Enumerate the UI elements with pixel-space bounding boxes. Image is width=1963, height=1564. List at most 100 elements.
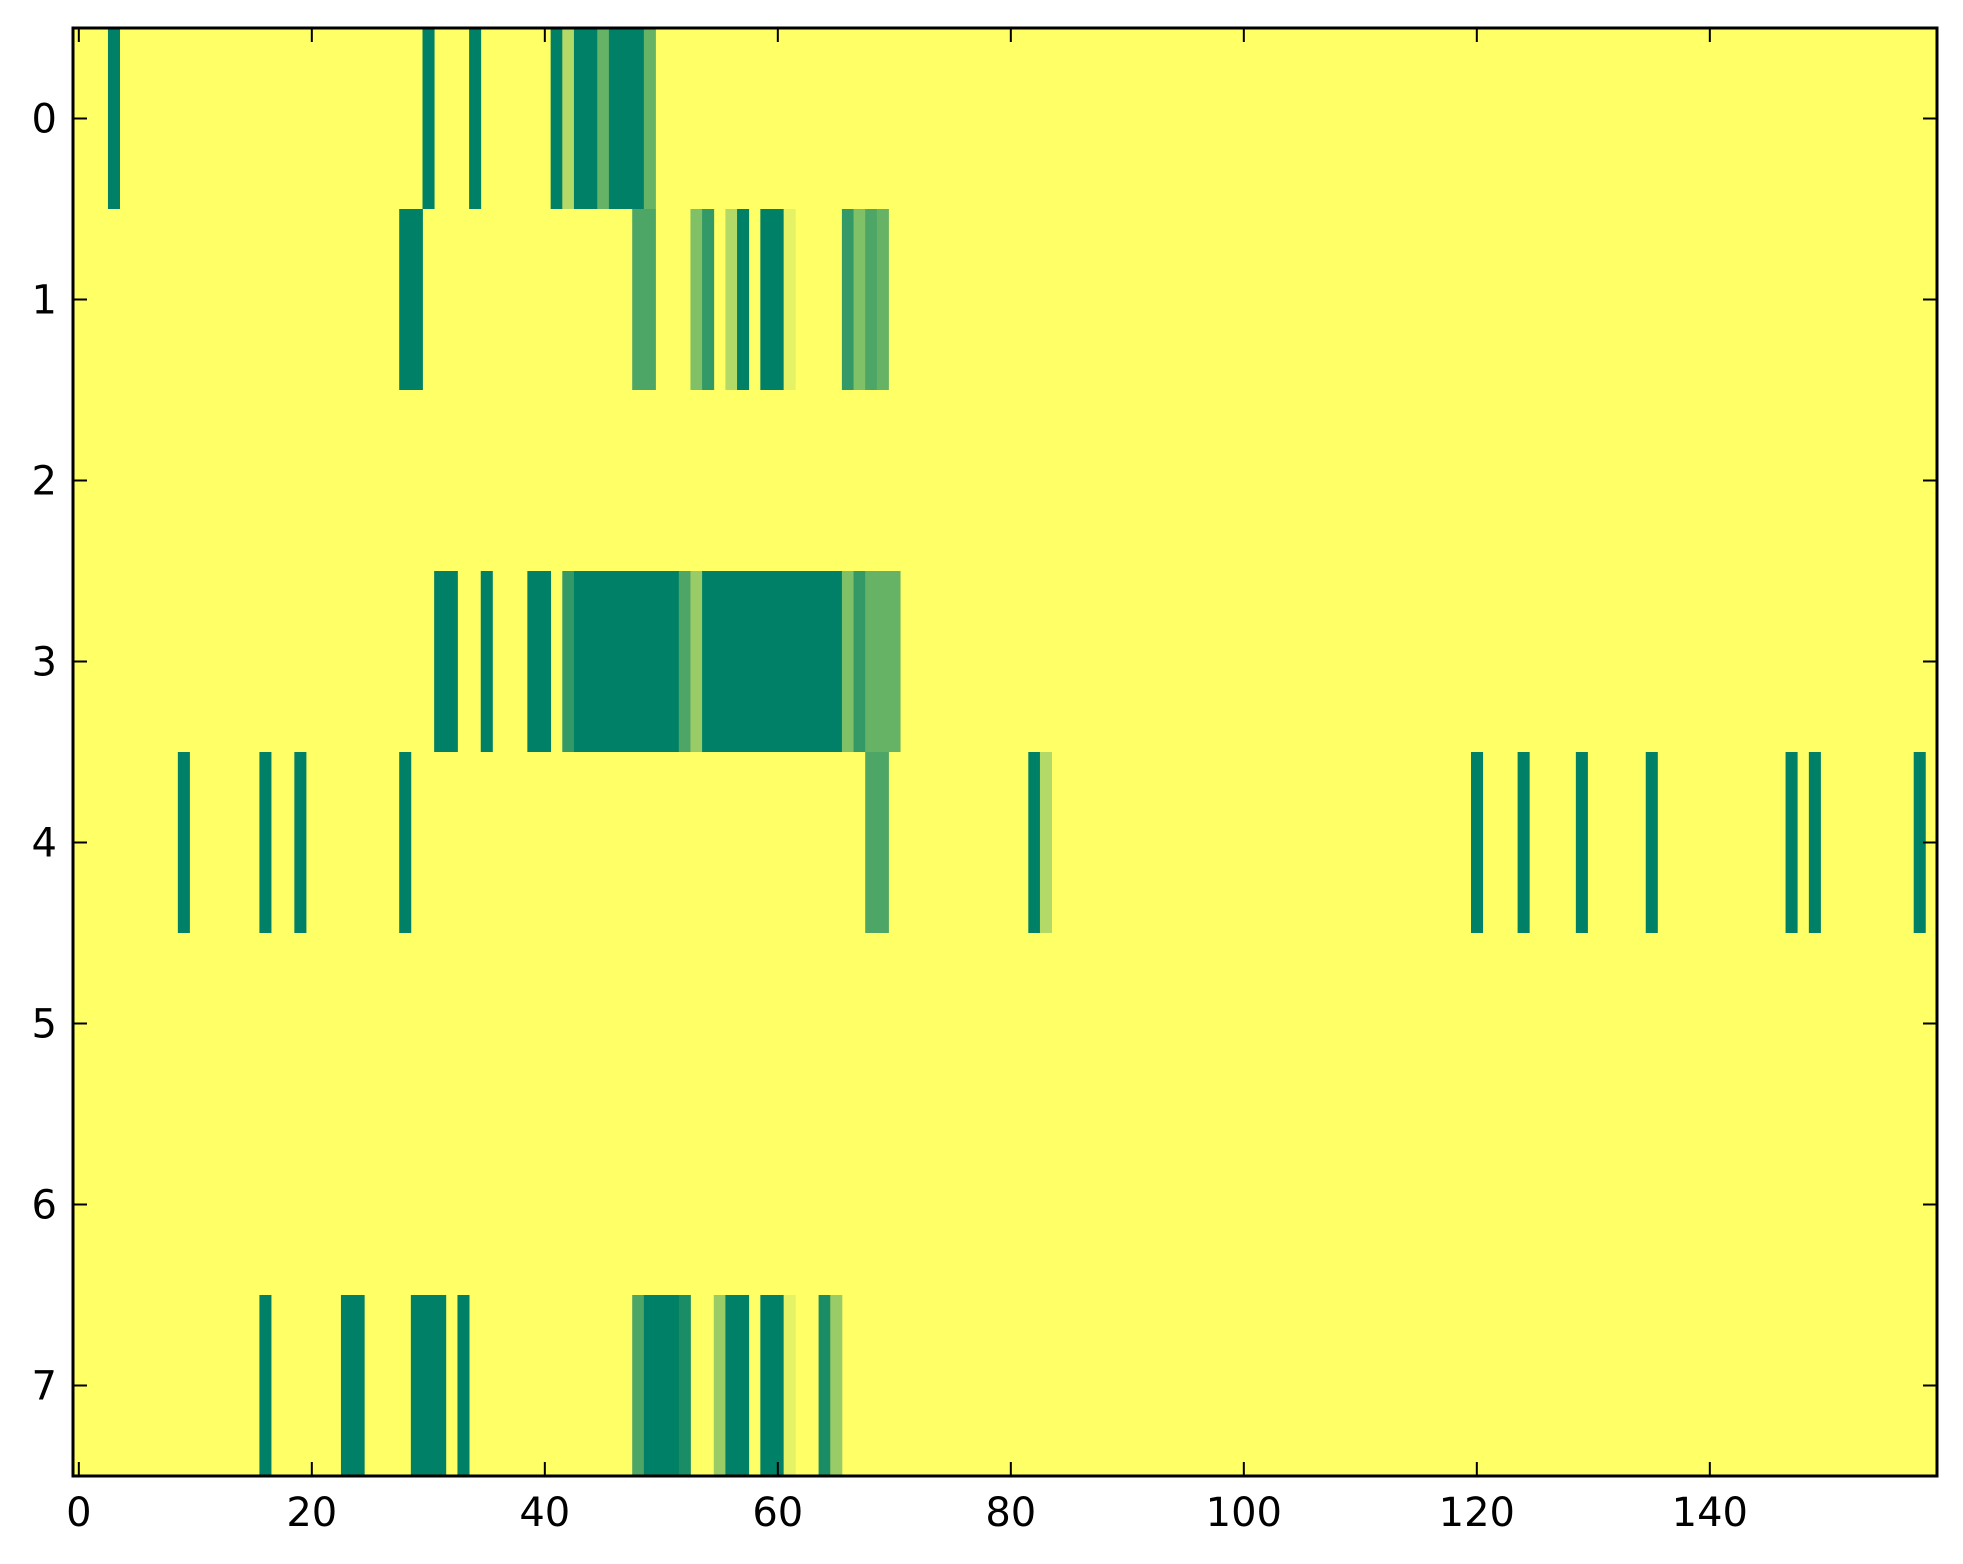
heatmap-cell — [1517, 752, 1530, 933]
heatmap-cell — [876, 752, 889, 933]
heatmap-cell — [876, 571, 889, 752]
y-tick-label: 6 — [32, 1183, 57, 1229]
heatmap-cell — [539, 571, 552, 752]
heatmap-cell — [608, 571, 621, 752]
heatmap-cell — [550, 28, 563, 209]
y-tick-label: 5 — [32, 1002, 57, 1048]
heatmap-cell — [713, 1295, 726, 1476]
y-tick-label: 3 — [32, 640, 57, 686]
heatmap-cell — [725, 1295, 738, 1476]
heatmap-cell — [748, 571, 761, 752]
heatmap-cell — [585, 571, 598, 752]
heatmap-cell — [830, 1295, 843, 1476]
y-tick-label: 4 — [32, 821, 57, 867]
heatmap-cell — [643, 571, 656, 752]
heatmap-cell — [853, 571, 866, 752]
x-tick-label: 60 — [752, 1490, 803, 1536]
heatmap-cell — [690, 571, 703, 752]
heatmap-cell — [643, 1295, 656, 1476]
heatmap-cell — [399, 752, 412, 933]
y-tick-label: 7 — [32, 1364, 57, 1410]
heatmap-cell — [1913, 752, 1926, 933]
y-tick-label: 2 — [32, 459, 57, 505]
heatmap-cell — [725, 571, 738, 752]
heatmap-cell — [772, 209, 785, 390]
heatmap-cell — [422, 1295, 435, 1476]
heatmap-cell — [562, 571, 575, 752]
heatmap-cell — [818, 571, 831, 752]
x-tick-label: 0 — [66, 1490, 91, 1536]
heatmap-cell — [725, 209, 738, 390]
heatmap-cell — [294, 752, 307, 933]
x-tick-label: 40 — [519, 1490, 570, 1536]
heatmap-background — [73, 28, 1937, 1476]
heatmap-cell — [457, 1295, 470, 1476]
heatmap-cell — [760, 571, 773, 752]
x-tick-label: 100 — [1206, 1490, 1282, 1536]
heatmap-cell — [1028, 752, 1041, 933]
heatmap-cell — [783, 571, 796, 752]
heatmap-cells — [107, 28, 1926, 1476]
heatmap-cell — [841, 571, 854, 752]
heatmap-cell — [667, 571, 680, 752]
heatmap-cell — [562, 28, 575, 209]
y-tick-label: 0 — [32, 97, 57, 143]
heatmap-cell — [434, 1295, 447, 1476]
heatmap-cell — [643, 209, 656, 390]
heatmap-cell — [760, 209, 773, 390]
heatmap-cell — [737, 571, 750, 752]
heatmap-cell — [865, 571, 878, 752]
heatmap-cell — [702, 571, 715, 752]
heatmap-cell — [853, 209, 866, 390]
heatmap-cell — [608, 28, 621, 209]
heatmap-cell — [340, 1295, 353, 1476]
heatmap-cell — [1645, 752, 1658, 933]
heatmap-cell — [259, 1295, 272, 1476]
heatmap-cell — [620, 571, 633, 752]
heatmap-cell — [690, 209, 703, 390]
heatmap-cell — [783, 209, 796, 390]
heatmap-cell — [702, 209, 715, 390]
heatmap-cell — [865, 752, 878, 933]
heatmap-cell — [597, 28, 610, 209]
plot-frame — [71, 26, 1939, 1478]
axis-ticks — [73, 28, 1937, 1476]
heatmap-cell — [772, 1295, 785, 1476]
heatmap-cell — [1785, 752, 1798, 933]
heatmap-cell — [422, 28, 435, 209]
heatmap-cell — [643, 28, 656, 209]
heatmap-cell — [667, 1295, 680, 1476]
heatmap-cell — [469, 28, 482, 209]
axis-tick-labels: 0 20 40 60 80 100 120 140 0 1 2 3 4 5 6 7 — [32, 97, 1748, 1537]
heatmap-cell — [795, 571, 808, 752]
heatmap-cell — [632, 28, 645, 209]
heatmap-cell — [573, 571, 586, 752]
heatmap-cell — [655, 571, 668, 752]
heatmap-cell — [1039, 752, 1052, 933]
heatmap-cell — [434, 571, 447, 752]
heatmap-cell — [830, 571, 843, 752]
heatmap-cell — [678, 1295, 691, 1476]
heatmap-cell — [399, 209, 412, 390]
heatmap-cell — [597, 571, 610, 752]
heatmap-cell — [352, 1295, 365, 1476]
heatmap-cell — [1808, 752, 1821, 933]
heatmap-cell — [737, 1295, 750, 1476]
x-tick-label: 80 — [985, 1490, 1036, 1536]
heatmap-cell — [865, 209, 878, 390]
heatmap-cell — [713, 571, 726, 752]
heatmap-cell — [876, 209, 889, 390]
heatmap-cell — [410, 209, 423, 390]
heatmap-cell — [760, 1295, 773, 1476]
heatmap-cell — [818, 1295, 831, 1476]
x-tick-label: 140 — [1672, 1490, 1748, 1536]
heatmap-cell — [107, 28, 120, 209]
heatmap-cell — [632, 571, 645, 752]
plot-area — [73, 28, 1937, 1476]
heatmap-cell — [806, 571, 819, 752]
heatmap-cell — [1471, 752, 1484, 933]
heatmap-cell — [737, 209, 750, 390]
heatmap-cell — [480, 571, 493, 752]
heatmap-cell — [585, 28, 598, 209]
